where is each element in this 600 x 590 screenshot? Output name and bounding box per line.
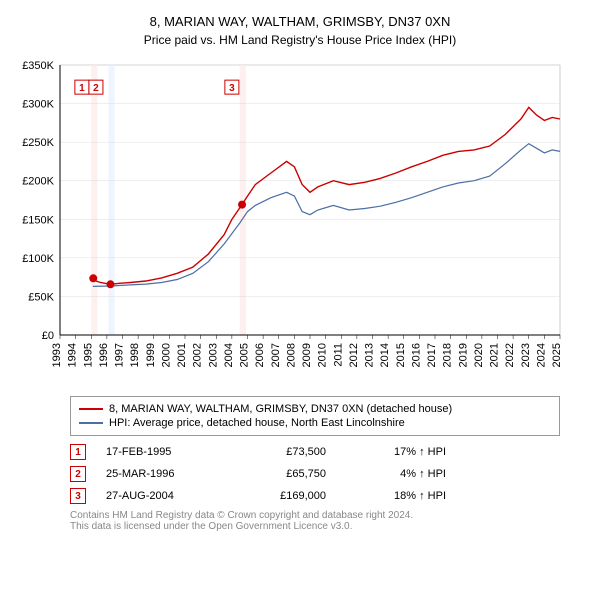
svg-text:2007: 2007 [270, 343, 282, 367]
sale-price: £169,000 [236, 490, 326, 502]
svg-text:2016: 2016 [410, 343, 422, 367]
legend-swatch [79, 408, 103, 410]
sale-price: £73,500 [236, 446, 326, 458]
chart-subtitle: Price paid vs. HM Land Registry's House … [10, 33, 590, 47]
svg-text:2006: 2006 [254, 343, 266, 367]
sales-table: 1 17-FEB-1995 £73,500 17% ↑ HPI 2 25-MAR-1996… [70, 444, 560, 504]
svg-text:1998: 1998 [129, 343, 141, 367]
svg-text:£0: £0 [42, 330, 54, 342]
svg-text:2015: 2015 [395, 343, 407, 367]
svg-text:2024: 2024 [535, 343, 547, 367]
svg-text:2012: 2012 [348, 343, 360, 367]
sale-dot-3 [238, 201, 246, 209]
svg-text:2003: 2003 [207, 343, 219, 367]
svg-text:2002: 2002 [192, 343, 204, 367]
svg-text:2019: 2019 [457, 343, 469, 367]
sale-pct: 4% ↑ HPI [346, 468, 446, 480]
legend-swatch [79, 422, 103, 424]
sale-price: £65,750 [236, 468, 326, 480]
svg-text:2013: 2013 [364, 343, 376, 367]
svg-text:£50K: £50K [28, 291, 54, 303]
svg-text:3: 3 [229, 83, 235, 94]
svg-text:1994: 1994 [67, 343, 79, 367]
svg-text:2018: 2018 [442, 343, 454, 367]
chart-title: 8, MARIAN WAY, WALTHAM, GRIMSBY, DN37 0X… [10, 14, 590, 29]
svg-text:1997: 1997 [114, 343, 126, 367]
svg-text:2: 2 [93, 83, 99, 94]
svg-text:1993: 1993 [51, 343, 63, 367]
sale-marker-1: 1 [70, 444, 86, 460]
sale-pct: 18% ↑ HPI [346, 490, 446, 502]
sale-marker-2: 2 [70, 466, 86, 482]
svg-text:£350K: £350K [22, 60, 54, 72]
svg-text:2004: 2004 [223, 343, 235, 367]
svg-text:2023: 2023 [520, 343, 532, 367]
svg-text:2008: 2008 [285, 343, 297, 367]
svg-text:2020: 2020 [473, 343, 485, 367]
legend-label: HPI: Average price, detached house, Nort… [109, 417, 405, 429]
sale-date: 27-AUG-2004 [106, 490, 216, 502]
svg-text:£250K: £250K [22, 137, 54, 149]
attribution: Contains HM Land Registry data © Crown c… [70, 510, 560, 532]
sale-dot-1 [89, 274, 97, 282]
sale-row-2: 2 25-MAR-1996 £65,750 4% ↑ HPI [70, 466, 560, 482]
svg-text:2025: 2025 [551, 343, 563, 367]
attribution-line-2: This data is licensed under the Open Gov… [70, 521, 560, 532]
legend-row-1: HPI: Average price, detached house, Nort… [79, 417, 551, 429]
legend: 8, MARIAN WAY, WALTHAM, GRIMSBY, DN37 0X… [70, 396, 560, 436]
svg-text:2011: 2011 [332, 343, 344, 367]
svg-text:£300K: £300K [22, 99, 54, 111]
chart-container: £0 £50K £100K £150K £200K £250K £300K £350K 1993… [10, 55, 590, 390]
sale-pct: 17% ↑ HPI [346, 446, 446, 458]
svg-text:2009: 2009 [301, 343, 313, 367]
svg-text:£100K: £100K [22, 253, 54, 265]
legend-label: 8, MARIAN WAY, WALTHAM, GRIMSBY, DN37 0X… [109, 403, 452, 415]
sale-marker-3: 3 [70, 488, 86, 504]
svg-text:2001: 2001 [176, 343, 188, 367]
svg-text:1: 1 [79, 83, 85, 94]
svg-text:£150K: £150K [22, 214, 54, 226]
svg-text:2021: 2021 [489, 343, 501, 367]
sale-dot-2 [106, 280, 114, 288]
sale-row-3: 3 27-AUG-2004 £169,000 18% ↑ HPI [70, 488, 560, 504]
price-chart: £0 £50K £100K £150K £200K £250K £300K £350K 1993… [10, 55, 570, 385]
svg-text:1999: 1999 [145, 343, 157, 367]
svg-text:£200K: £200K [22, 176, 54, 188]
svg-text:2014: 2014 [379, 343, 391, 367]
sale-date: 17-FEB-1995 [106, 446, 216, 458]
svg-text:2000: 2000 [160, 343, 172, 367]
sale-row-1: 1 17-FEB-1995 £73,500 17% ↑ HPI [70, 444, 560, 460]
svg-text:2005: 2005 [239, 343, 251, 367]
svg-text:1996: 1996 [98, 343, 110, 367]
svg-text:2022: 2022 [504, 343, 516, 367]
svg-text:1995: 1995 [82, 343, 94, 367]
attribution-line-1: Contains HM Land Registry data © Crown c… [70, 510, 560, 521]
legend-row-0: 8, MARIAN WAY, WALTHAM, GRIMSBY, DN37 0X… [79, 403, 551, 415]
svg-text:2017: 2017 [426, 343, 438, 367]
svg-text:2010: 2010 [317, 343, 329, 367]
sale-date: 25-MAR-1996 [106, 468, 216, 480]
